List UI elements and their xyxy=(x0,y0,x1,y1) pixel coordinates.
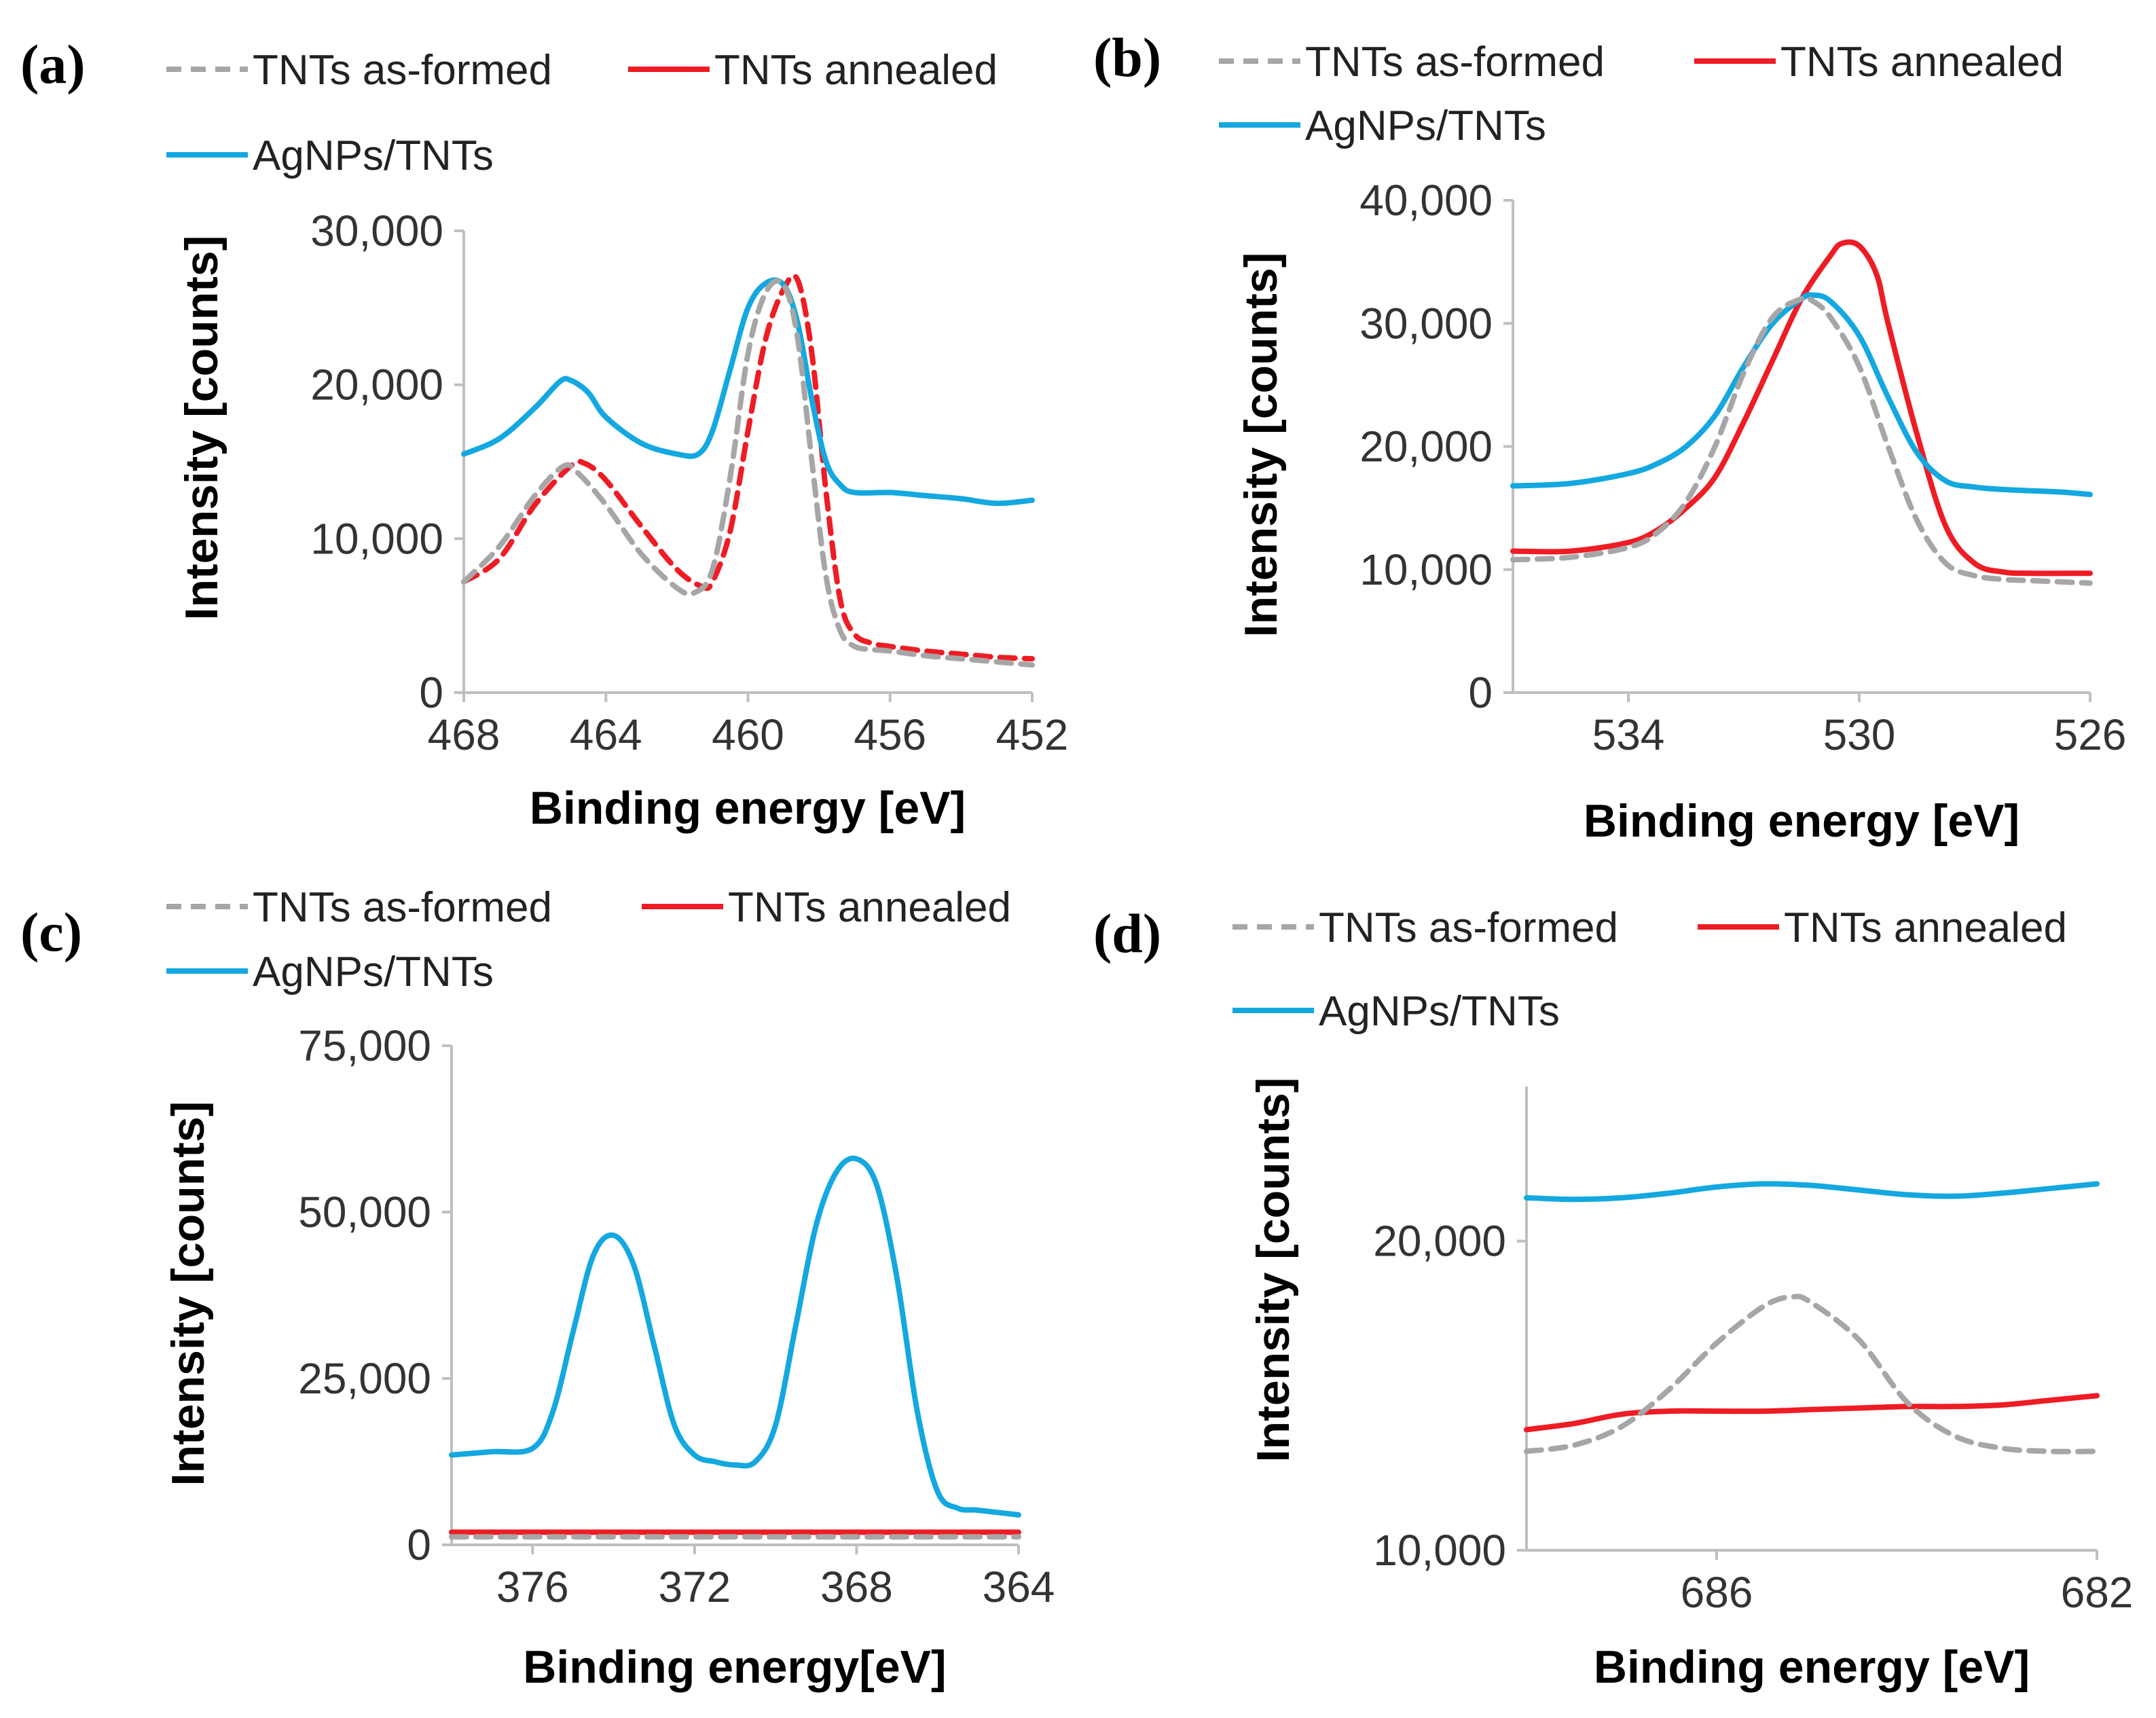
plot-area-a: 0 10,000 20,000 30,000 468 464 460 456 452 xyxy=(310,206,1068,759)
x-tick-label: 464 xyxy=(570,710,642,759)
x-tick-label: 372 xyxy=(658,1562,731,1611)
y-tick-label: 10,000 xyxy=(1359,545,1493,594)
y-tick-label: 30,000 xyxy=(310,206,443,255)
series-line-as-formed xyxy=(1510,295,2093,586)
series-line-as-formed xyxy=(461,278,1035,668)
y-tick-label: 75,000 xyxy=(298,1021,431,1070)
y-tick-label: 30,000 xyxy=(1359,299,1493,348)
x-tick-label: 368 xyxy=(820,1562,893,1611)
legend-label-as-formed: TNTs as-formed xyxy=(1319,904,1618,951)
series-line-annealed xyxy=(1524,1393,2100,1433)
x-tick-label: 686 xyxy=(1681,1568,1753,1617)
y-tick-label: 40,000 xyxy=(1359,176,1493,225)
x-tick-label: 468 xyxy=(428,710,500,759)
y-tick-label: 25,000 xyxy=(298,1354,431,1403)
x-axis-title-b: Binding energy [eV] xyxy=(1584,795,2020,847)
x-tick-label: 530 xyxy=(1823,710,1896,759)
x-tick-label: 452 xyxy=(996,710,1069,759)
panel-c: (c) TNTs as-formed TNTs annealed AgNPs/T… xyxy=(20,884,1055,1693)
y-tick-label: 10,000 xyxy=(1373,1526,1506,1575)
legend-b: TNTs as-formed TNTs annealed AgNPs/TNTs xyxy=(1219,39,2064,149)
series-line-annealed xyxy=(461,272,1035,662)
y-tick-label: 50,000 xyxy=(298,1188,431,1237)
y-tick-label: 0 xyxy=(407,1520,431,1569)
x-axis-title-c: Binding energy[eV] xyxy=(523,1641,946,1693)
y-tick-label: 20,000 xyxy=(1359,422,1493,471)
x-tick-label: 534 xyxy=(1592,710,1665,759)
x-axis-title-a: Binding energy [eV] xyxy=(530,782,966,834)
series-line-agnps xyxy=(461,277,1035,507)
legend-label-annealed: TNTs annealed xyxy=(1780,39,2064,86)
y-axis-title-b: Intensity [counts] xyxy=(1235,253,1287,638)
y-tick-label: 20,000 xyxy=(1373,1217,1506,1266)
panel-label-c: (c) xyxy=(20,901,82,963)
panel-a: (a) TNTs as-formed TNTs annealed AgNPs/T… xyxy=(20,33,1068,834)
x-tick-label: 364 xyxy=(983,1562,1055,1611)
series-line-agnps xyxy=(1524,1181,2100,1203)
series-line-annealed xyxy=(1510,239,2093,577)
panel-label-d: (d) xyxy=(1093,902,1161,964)
x-tick-label: 456 xyxy=(854,710,926,759)
plot-area-b: 0 10,000 20,000 30,000 40,000 534 530 526 xyxy=(1359,176,2126,759)
legend-label-as-formed: TNTs as-formed xyxy=(1305,39,1605,86)
legend-c: TNTs as-formed TNTs annealed AgNPs/TNTs xyxy=(166,884,1011,995)
legend-label-agnps: AgNPs/TNTs xyxy=(253,132,494,179)
panel-label-a: (a) xyxy=(20,33,86,95)
legend-label-as-formed: TNTs as-formed xyxy=(253,47,552,94)
x-tick-label: 376 xyxy=(496,1562,569,1611)
panel-d: (d) TNTs as-formed TNTs annealed AgNPs/T… xyxy=(1093,902,2133,1693)
y-tick-label: 20,000 xyxy=(310,361,443,409)
y-tick-label: 0 xyxy=(419,668,443,717)
y-tick-label: 10,000 xyxy=(310,514,443,563)
panel-b: (b) TNTs as-formed TNTs annealed AgNPs/T… xyxy=(1093,26,2126,847)
plot-area-d: 10,000 20,000 686 682 xyxy=(1373,1086,2133,1617)
legend-label-annealed: TNTs annealed xyxy=(1784,904,2067,951)
series-line-as-formed xyxy=(1524,1294,2100,1455)
plot-area-c: 0 25,000 50,000 75,000 376 372 368 364 xyxy=(298,1021,1055,1611)
panel-label-b: (b) xyxy=(1093,26,1161,88)
x-tick-label: 682 xyxy=(2061,1568,2134,1617)
legend-d: TNTs as-formed TNTs annealed AgNPs/TNTs xyxy=(1232,904,2067,1035)
y-axis-title-d: Intensity [counts] xyxy=(1247,1078,1299,1463)
y-axis-title-a: Intensity [counts] xyxy=(176,236,227,621)
series-line-agnps xyxy=(449,1155,1021,1518)
y-axis-title-c: Intensity [counts] xyxy=(162,1101,214,1486)
legend-label-annealed: TNTs annealed xyxy=(714,47,998,94)
x-tick-label: 460 xyxy=(712,710,784,759)
legend-a: TNTs as-formed TNTs annealed AgNPs/TNTs xyxy=(166,47,998,179)
legend-label-agnps: AgNPs/TNTs xyxy=(1305,103,1546,149)
x-axis-title-d: Binding energy [eV] xyxy=(1594,1641,2030,1693)
legend-label-agnps: AgNPs/TNTs xyxy=(1319,988,1560,1035)
series-line-agnps xyxy=(1510,292,2093,498)
legend-label-annealed: TNTs annealed xyxy=(728,884,1011,931)
legend-label-as-formed: TNTs as-formed xyxy=(253,884,552,931)
legend-label-agnps: AgNPs/TNTs xyxy=(253,949,494,995)
y-tick-label: 0 xyxy=(1468,668,1493,717)
x-tick-label: 526 xyxy=(2054,710,2127,759)
